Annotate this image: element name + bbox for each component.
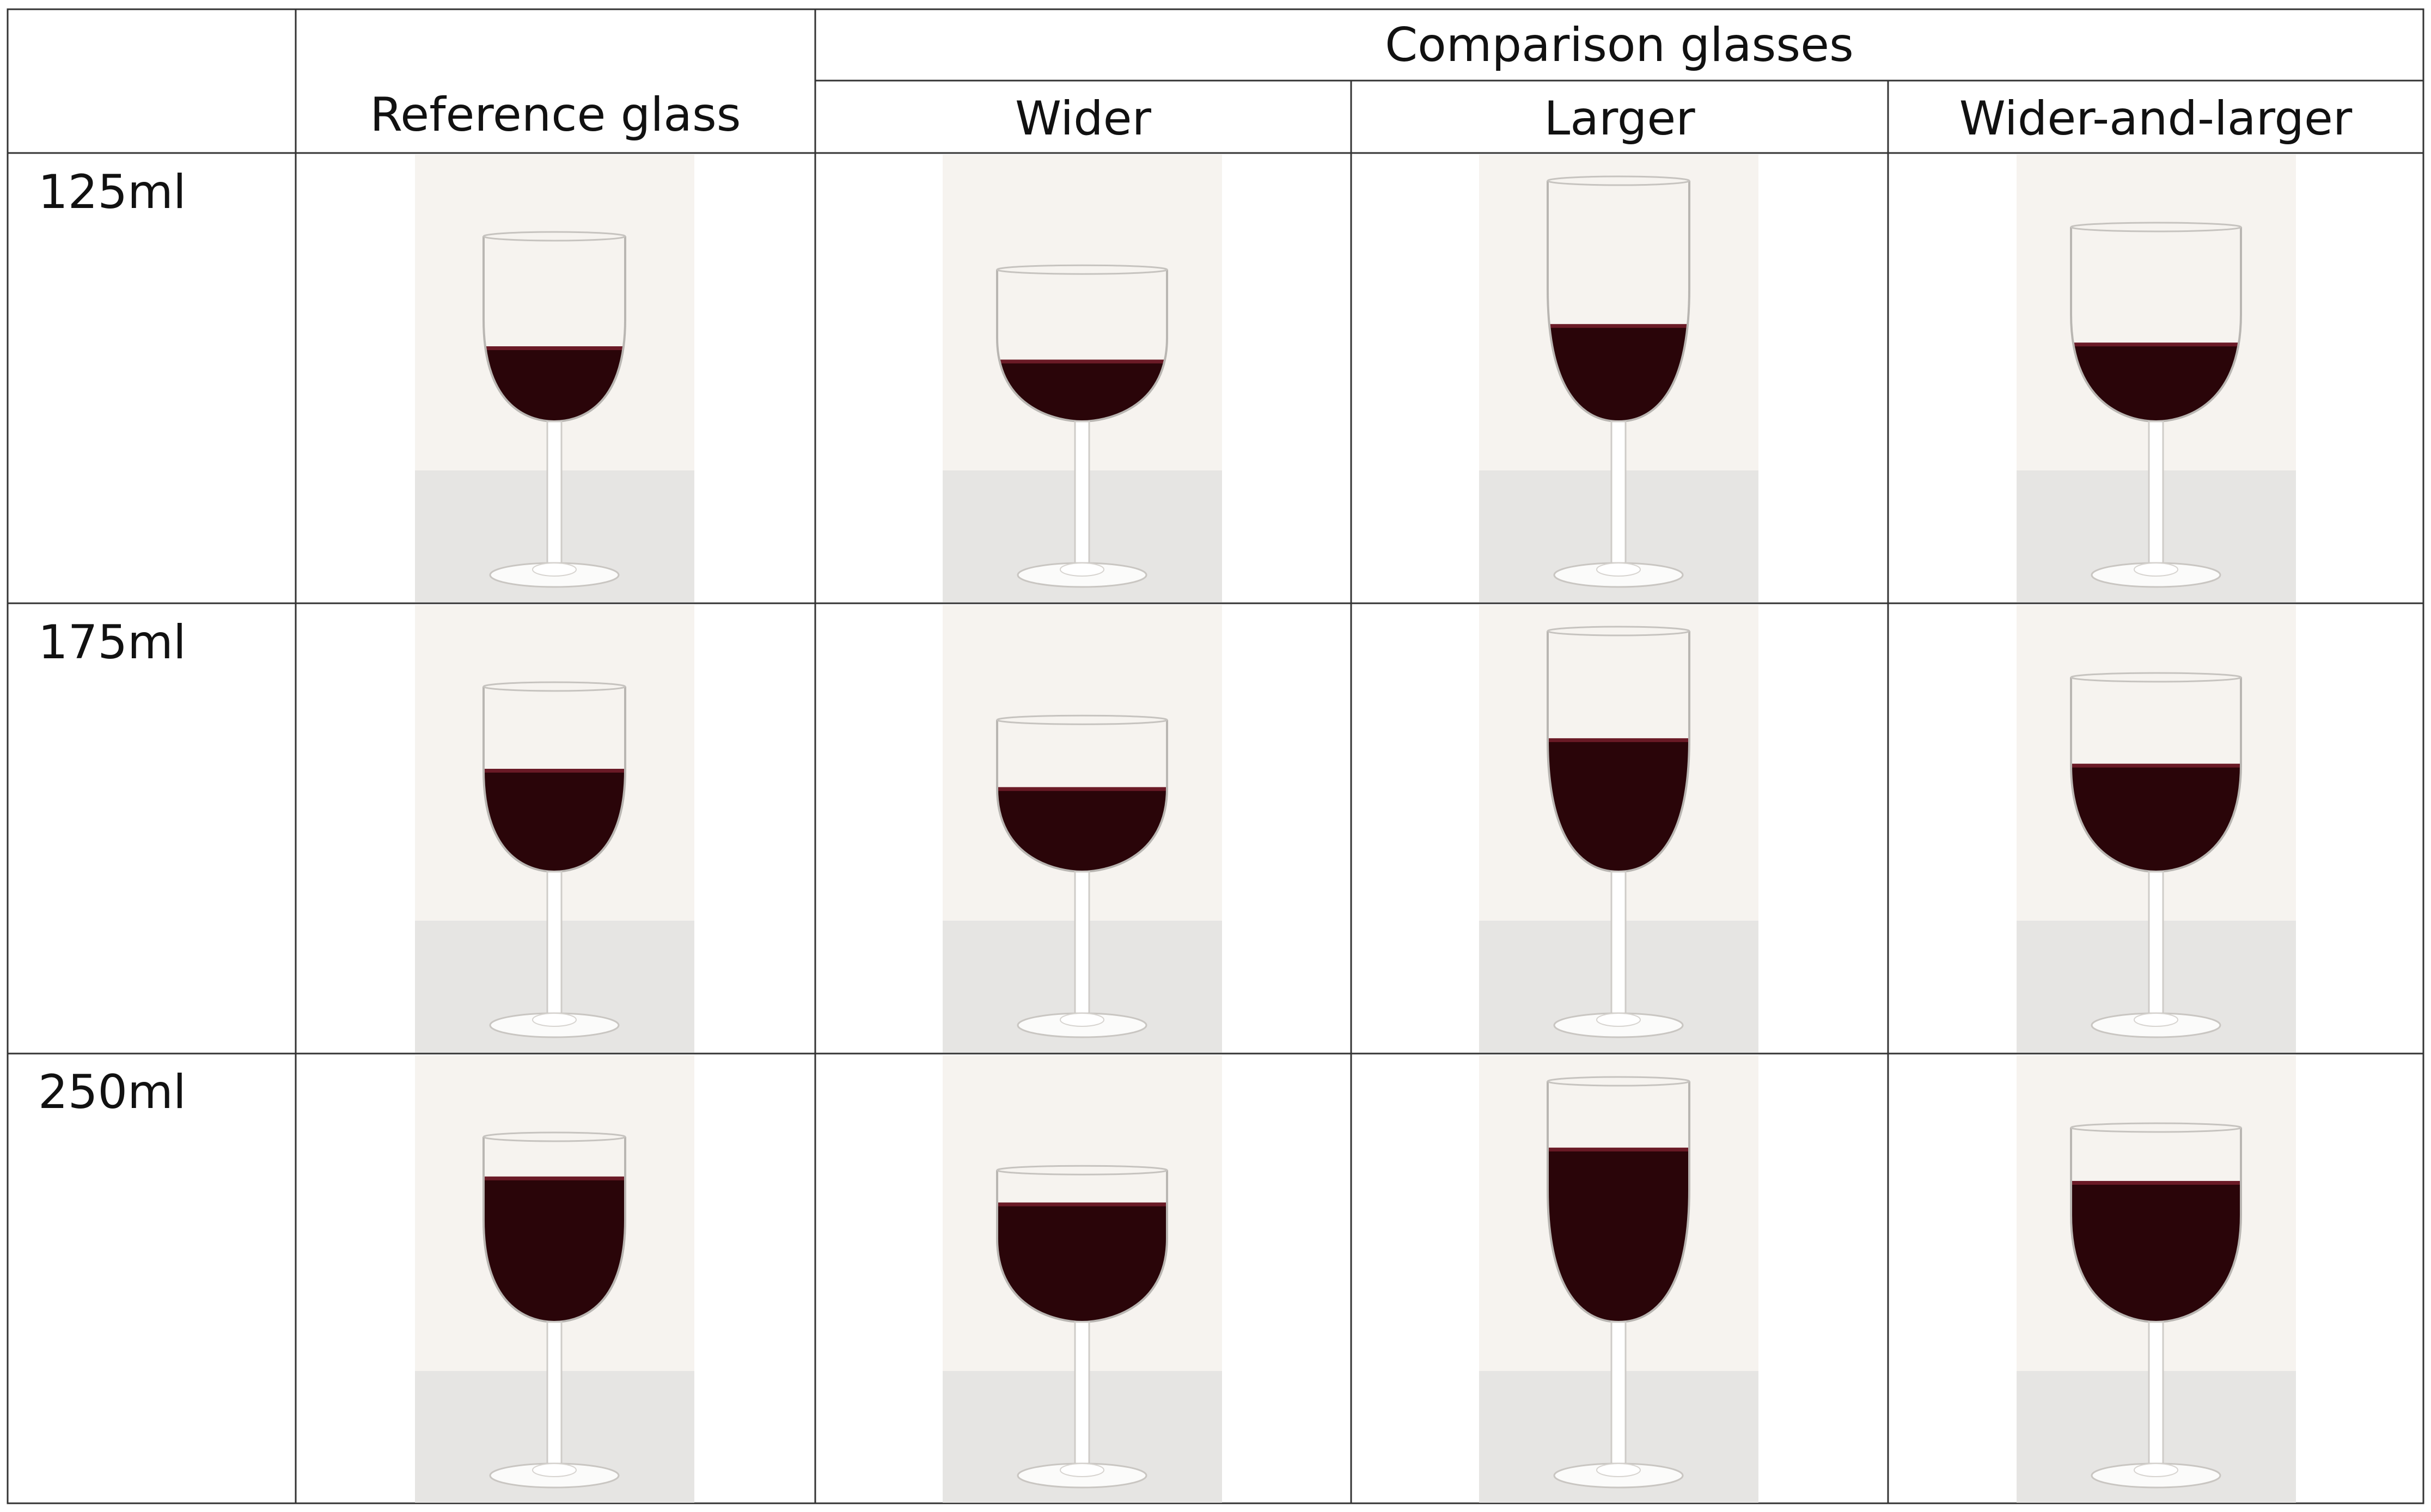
wine-glass-photo-larger-175ml xyxy=(1479,605,1758,1052)
wine-glass-photo-wider-125ml xyxy=(943,155,1222,602)
wine-glass-photo-wider-and-larger-175ml xyxy=(2017,605,2296,1052)
wine-glass-photo-larger-125ml xyxy=(1479,155,1758,602)
larger-header: Larger xyxy=(1544,91,1695,146)
wine-glass-photo-reference-250ml xyxy=(415,1055,694,1503)
wine-glass-photo-wider-and-larger-125ml xyxy=(2017,155,2296,602)
wider-header: Wider xyxy=(1015,91,1151,146)
wine-glass-photo-larger-250ml xyxy=(1479,1055,1758,1503)
wine-glass-photo-wider-250ml xyxy=(943,1055,1222,1503)
reference-glass-header: Reference glass xyxy=(370,88,741,142)
wine-glass-photo-wider-175ml xyxy=(943,605,1222,1052)
row-label-250ml: 250ml xyxy=(38,1065,186,1119)
wider-and-larger-header: Wider-and-larger xyxy=(1959,91,2353,146)
wine-glass-photo-reference-175ml xyxy=(415,605,694,1052)
row-label-125ml: 125ml xyxy=(38,165,186,219)
row-label-175ml: 175ml xyxy=(38,615,186,670)
wine-glass-photo-reference-125ml xyxy=(415,155,694,602)
wine-glass-photo-wider-and-larger-250ml xyxy=(2017,1055,2296,1503)
comparison-glasses-header: Comparison glasses xyxy=(1385,18,1854,72)
